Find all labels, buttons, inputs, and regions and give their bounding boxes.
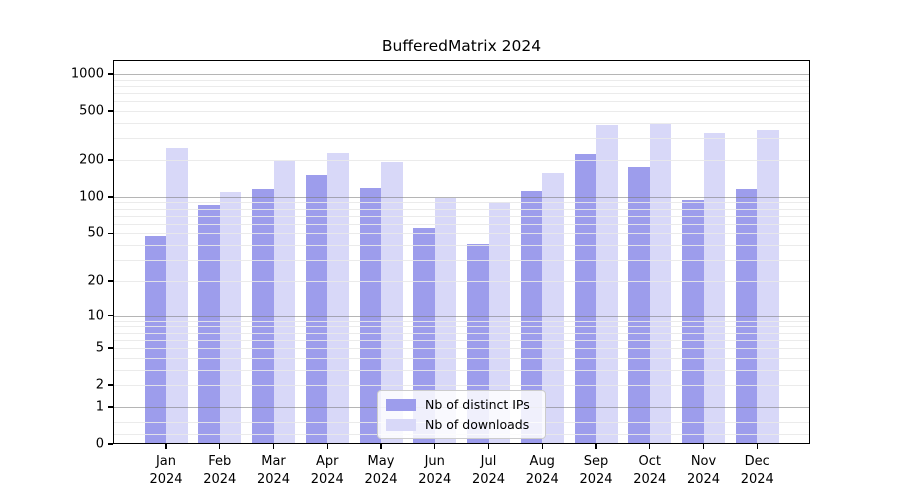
- y-tick-mark: [108, 314, 113, 317]
- legend: Nb of distinct IPs Nb of downloads: [377, 390, 546, 439]
- x-tick-mark: [541, 444, 543, 449]
- x-tick-label: Apr 2024: [310, 454, 344, 487]
- x-tick-label: Jul 2024: [471, 454, 506, 487]
- bar-nb-of-downloads-jul-2024: [488, 202, 510, 444]
- y-tick-mark: [108, 280, 113, 282]
- legend-swatch-nb-of-distinct-ips: [386, 398, 416, 411]
- x-tick-label: Oct 2024: [633, 454, 667, 487]
- chart-title: BufferedMatrix 2024: [381, 37, 542, 55]
- y-tick-mark: [108, 73, 113, 75]
- x-tick-mark: [272, 444, 275, 449]
- x-tick-mark: [434, 444, 436, 449]
- x-tick-mark: [487, 444, 490, 449]
- bars-layer: [113, 60, 810, 444]
- x-tick-label: Mar 2024: [256, 454, 291, 487]
- x-tick-mark: [756, 444, 758, 449]
- bar-nb-of-distinct-ips-nov-2024: [682, 199, 704, 444]
- x-tick-mark: [595, 444, 597, 449]
- x-tick-mark: [326, 444, 328, 449]
- bar-nb-of-distinct-ips-aug-2024: [520, 191, 543, 444]
- x-tick-mark: [219, 444, 221, 449]
- bar-nb-of-distinct-ips-dec-2024: [735, 188, 758, 444]
- x-tick-label: Jun 2024: [418, 454, 452, 487]
- y-tick-mark: [108, 159, 113, 161]
- bar-nb-of-distinct-ips-apr-2024: [305, 174, 328, 444]
- bar-nb-of-distinct-ips-mar-2024: [252, 189, 274, 444]
- y-tick-mark: [108, 347, 113, 349]
- y-tick-mark: [108, 443, 113, 445]
- legend-item-nb-of-distinct-ips: Nb of distinct IPs: [386, 397, 530, 412]
- bar-nb-of-downloads-aug-2024: [542, 172, 564, 444]
- x-tick-label: Sep 2024: [579, 454, 613, 487]
- y-tick-label: 500: [79, 103, 104, 119]
- y-tick-label: 1000: [70, 66, 104, 82]
- y-tick-label: 100: [79, 189, 104, 205]
- bar-nb-of-downloads-sep-2024: [596, 124, 618, 444]
- bar-nb-of-downloads-jan-2024: [166, 148, 188, 444]
- bar-nb-of-downloads-oct-2024: [649, 124, 672, 444]
- x-tick-label: Aug 2024: [525, 454, 559, 487]
- bar-nb-of-downloads-nov-2024: [703, 132, 725, 444]
- x-tick-label: Jan 2024: [149, 454, 183, 487]
- bar-nb-of-distinct-ips-sep-2024: [574, 154, 596, 444]
- x-tick-mark: [649, 444, 651, 449]
- y-tick-label: 1: [95, 399, 104, 415]
- bar-nb-of-downloads-apr-2024: [327, 153, 349, 444]
- x-tick-mark: [702, 444, 705, 449]
- bar-nb-of-downloads-feb-2024: [219, 191, 242, 444]
- y-tick-label: 0: [95, 436, 104, 452]
- plot-area: Nb of distinct IPs Nb of downloads: [113, 60, 810, 444]
- y-tick-mark: [108, 406, 113, 408]
- legend-label: Nb of downloads: [425, 417, 530, 432]
- legend-label: Nb of distinct IPs: [425, 397, 530, 412]
- y-tick-mark: [108, 110, 113, 112]
- bar-nb-of-downloads-may-2024: [381, 162, 403, 444]
- x-tick-label: Nov 2024: [686, 454, 721, 487]
- y-tick-label: 5: [95, 340, 104, 356]
- legend-swatch-nb-of-downloads: [386, 418, 416, 431]
- y-tick-mark: [108, 384, 113, 386]
- y-tick-label: 20: [87, 273, 104, 289]
- x-tick-label: Dec 2024: [740, 454, 774, 487]
- x-tick-mark: [165, 444, 167, 449]
- legend-item-nb-of-downloads: Nb of downloads: [386, 417, 530, 432]
- bar-nb-of-distinct-ips-oct-2024: [628, 166, 650, 444]
- y-tick-label: 50: [87, 225, 104, 241]
- x-tick-label: May 2024: [364, 454, 398, 487]
- x-tick-label: Feb 2024: [203, 454, 237, 487]
- y-tick-mark: [108, 196, 113, 198]
- bar-nb-of-distinct-ips-feb-2024: [198, 204, 220, 444]
- bar-nb-of-distinct-ips-jan-2024: [144, 235, 166, 444]
- bar-nb-of-downloads-mar-2024: [273, 160, 295, 444]
- y-tick-label: 10: [87, 308, 104, 324]
- y-tick-label: 2: [95, 377, 104, 393]
- x-tick-mark: [380, 444, 382, 449]
- bar-nb-of-downloads-dec-2024: [757, 129, 779, 444]
- y-tick-label: 200: [79, 152, 104, 168]
- y-tick-mark: [108, 232, 113, 235]
